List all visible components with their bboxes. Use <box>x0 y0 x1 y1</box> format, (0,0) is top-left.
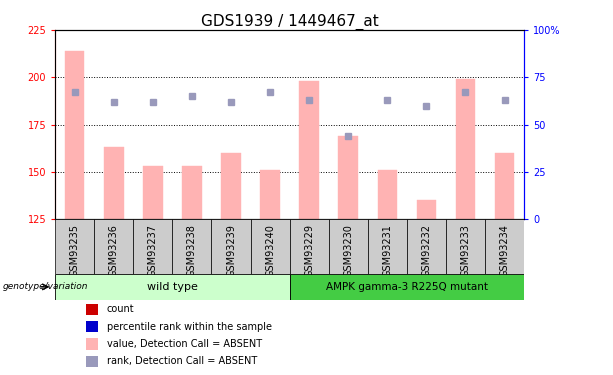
Bar <box>261 170 280 219</box>
Bar <box>495 153 514 219</box>
Text: count: count <box>107 304 134 314</box>
Bar <box>455 79 475 219</box>
Bar <box>86 356 97 367</box>
Bar <box>221 153 241 219</box>
Text: rank, Detection Call = ABSENT: rank, Detection Call = ABSENT <box>107 356 257 366</box>
Bar <box>338 136 358 219</box>
Text: GSM93232: GSM93232 <box>421 224 432 277</box>
Bar <box>407 219 446 274</box>
Bar <box>378 170 397 219</box>
Bar <box>289 219 329 274</box>
Text: GSM93233: GSM93233 <box>460 224 471 277</box>
Text: GSM93230: GSM93230 <box>343 224 353 277</box>
Bar <box>94 219 134 274</box>
Text: GSM93238: GSM93238 <box>187 224 197 277</box>
Bar <box>289 274 524 300</box>
Bar <box>485 219 524 274</box>
Text: value, Detection Call = ABSENT: value, Detection Call = ABSENT <box>107 339 262 349</box>
Bar <box>55 274 289 300</box>
Bar <box>86 304 97 315</box>
Bar <box>86 338 97 350</box>
Text: GSM93231: GSM93231 <box>383 224 392 277</box>
Bar <box>104 147 124 219</box>
Bar <box>299 81 319 219</box>
Bar <box>86 321 97 332</box>
Bar <box>134 219 172 274</box>
Bar <box>65 51 85 219</box>
Bar <box>55 219 94 274</box>
Text: GSM93239: GSM93239 <box>226 224 236 277</box>
Text: GSM93236: GSM93236 <box>109 224 119 277</box>
Text: GSM93240: GSM93240 <box>265 224 275 277</box>
Text: wild type: wild type <box>147 282 198 292</box>
Bar <box>143 166 162 219</box>
Bar <box>446 219 485 274</box>
Text: GSM93235: GSM93235 <box>70 224 80 277</box>
Text: genotype/variation: genotype/variation <box>3 282 88 291</box>
Text: GSM93237: GSM93237 <box>148 224 158 277</box>
Bar <box>211 219 251 274</box>
Text: AMPK gamma-3 R225Q mutant: AMPK gamma-3 R225Q mutant <box>326 282 488 292</box>
Bar <box>182 166 202 219</box>
Bar <box>417 200 436 219</box>
Bar <box>368 219 407 274</box>
Bar <box>251 219 289 274</box>
Text: percentile rank within the sample: percentile rank within the sample <box>107 322 272 332</box>
Text: GSM93229: GSM93229 <box>304 224 314 277</box>
Title: GDS1939 / 1449467_at: GDS1939 / 1449467_at <box>201 14 378 30</box>
Bar <box>329 219 368 274</box>
Bar <box>172 219 211 274</box>
Text: GSM93234: GSM93234 <box>500 224 509 277</box>
